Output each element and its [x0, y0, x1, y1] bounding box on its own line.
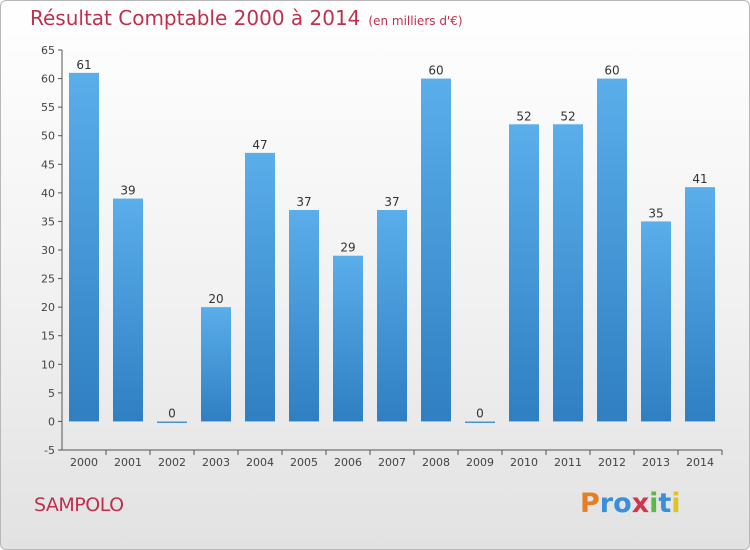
- data-label: 20: [208, 292, 223, 306]
- y-tick-label: 25: [41, 273, 55, 286]
- x-tick-label: 2008: [422, 456, 450, 469]
- x-tick-label: 2013: [642, 456, 670, 469]
- logo-letter: r: [599, 488, 614, 519]
- chart-title-text: Résultat Comptable 2000 à 2014: [30, 6, 361, 30]
- y-tick-label: 40: [41, 187, 55, 200]
- bar: [69, 72, 99, 422]
- bar: [201, 307, 231, 422]
- x-tick-label: 2004: [246, 456, 274, 469]
- y-tick-label: 35: [41, 215, 55, 228]
- data-label: 61: [76, 58, 91, 72]
- data-label: 52: [560, 109, 575, 123]
- x-tick-label: 2014: [686, 456, 714, 469]
- x-tick-label: 2002: [158, 456, 186, 469]
- logo-letter: i: [649, 488, 659, 519]
- logo-letter: P: [580, 488, 600, 519]
- bar: [641, 221, 671, 422]
- logo-letter: t: [658, 488, 672, 519]
- data-label: 60: [428, 64, 443, 78]
- x-tick-label: 2001: [114, 456, 142, 469]
- bar: [377, 210, 407, 422]
- y-tick-label: 5: [48, 387, 55, 400]
- bar: [245, 152, 275, 422]
- y-tick-label: 65: [41, 44, 55, 57]
- bar: [157, 421, 187, 423]
- data-label: 37: [384, 195, 399, 209]
- chart-title: Résultat Comptable 2000 à 2014 (en millie…: [30, 6, 463, 30]
- x-tick-label: 2007: [378, 456, 406, 469]
- data-label: 35: [648, 206, 663, 220]
- bar: [333, 255, 363, 422]
- data-label: 39: [120, 184, 135, 198]
- y-tick-label: 0: [48, 415, 55, 428]
- bar: [289, 210, 319, 422]
- x-tick-label: 2003: [202, 456, 230, 469]
- y-tick-label: 20: [41, 301, 55, 314]
- commune-name: SAMPOLO: [34, 494, 124, 516]
- x-tick-label: 2005: [290, 456, 318, 469]
- logo-letter: o: [613, 488, 632, 519]
- proxiti-logo: Proxiti: [580, 488, 681, 519]
- x-tick-label: 2009: [466, 456, 494, 469]
- x-tick-label: 2006: [334, 456, 362, 469]
- y-tick-label: 15: [41, 330, 55, 343]
- bar: [509, 124, 539, 422]
- x-tick-label: 2012: [598, 456, 626, 469]
- y-tick-label: 30: [41, 244, 55, 257]
- bar: [465, 421, 495, 423]
- data-label: 0: [476, 406, 484, 420]
- chart-subtitle: (en milliers d'€): [368, 14, 463, 28]
- x-tick-label: 2010: [510, 456, 538, 469]
- data-label: 60: [604, 64, 619, 78]
- bar: [113, 198, 143, 422]
- y-tick-label: 60: [41, 73, 55, 86]
- bar: [685, 187, 715, 422]
- y-tick-label: 50: [41, 130, 55, 143]
- x-tick-label: 2000: [70, 456, 98, 469]
- data-label: 52: [516, 109, 531, 123]
- bar: [553, 124, 583, 422]
- y-tick-label: 45: [41, 158, 55, 171]
- data-label: 29: [340, 241, 355, 255]
- data-label: 47: [252, 138, 267, 152]
- data-label: 41: [692, 172, 707, 186]
- y-tick-label: 55: [41, 101, 55, 114]
- y-tick-label: 10: [41, 358, 55, 371]
- bar: [597, 78, 627, 422]
- data-label: 0: [168, 406, 176, 420]
- x-tick-label: 2011: [554, 456, 582, 469]
- y-tick-label: -5: [44, 444, 55, 457]
- logo-letter: x: [631, 488, 650, 519]
- bar: [421, 78, 451, 422]
- logo-letter: i: [671, 488, 681, 519]
- data-label: 37: [296, 195, 311, 209]
